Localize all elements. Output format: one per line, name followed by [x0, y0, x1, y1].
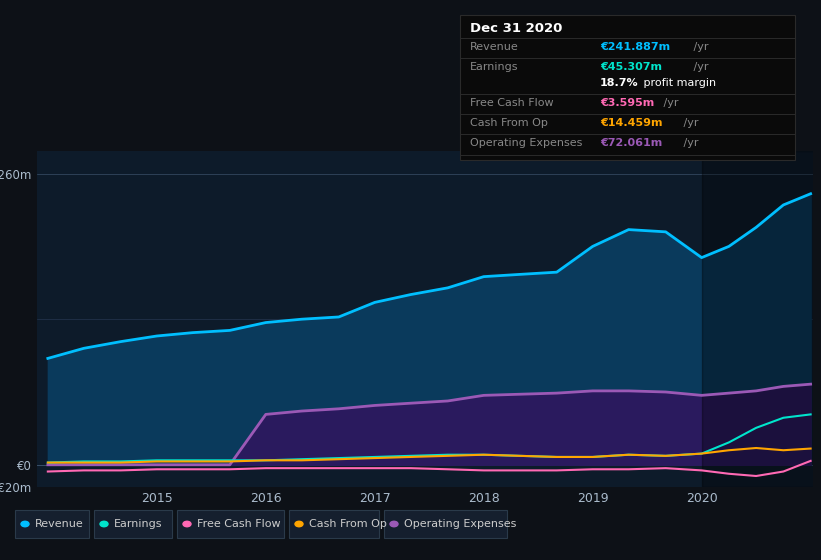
Text: /yr: /yr	[680, 118, 699, 128]
Text: Operating Expenses: Operating Expenses	[404, 519, 516, 529]
Text: /yr: /yr	[660, 98, 678, 108]
Text: Earnings: Earnings	[114, 519, 163, 529]
Text: Cash From Op: Cash From Op	[309, 519, 387, 529]
Text: Cash From Op: Cash From Op	[470, 118, 548, 128]
Bar	[702, 151, 821, 487]
Text: /yr: /yr	[690, 42, 709, 52]
Text: €14.459m: €14.459m	[600, 118, 663, 128]
Text: Revenue: Revenue	[35, 519, 84, 529]
Text: profit margin: profit margin	[640, 78, 716, 88]
Text: /yr: /yr	[680, 138, 699, 148]
Text: Revenue: Revenue	[470, 42, 519, 52]
Text: €3.595m: €3.595m	[600, 98, 654, 108]
Text: €241.887m: €241.887m	[600, 42, 670, 52]
Text: 18.7%: 18.7%	[600, 78, 639, 88]
Text: €72.061m: €72.061m	[600, 138, 663, 148]
Text: €45.307m: €45.307m	[600, 62, 662, 72]
Text: Dec 31 2020: Dec 31 2020	[470, 22, 562, 35]
Text: /yr: /yr	[690, 62, 709, 72]
Text: Operating Expenses: Operating Expenses	[470, 138, 582, 148]
Text: Free Cash Flow: Free Cash Flow	[470, 98, 553, 108]
Text: Free Cash Flow: Free Cash Flow	[197, 519, 281, 529]
Text: Earnings: Earnings	[470, 62, 519, 72]
